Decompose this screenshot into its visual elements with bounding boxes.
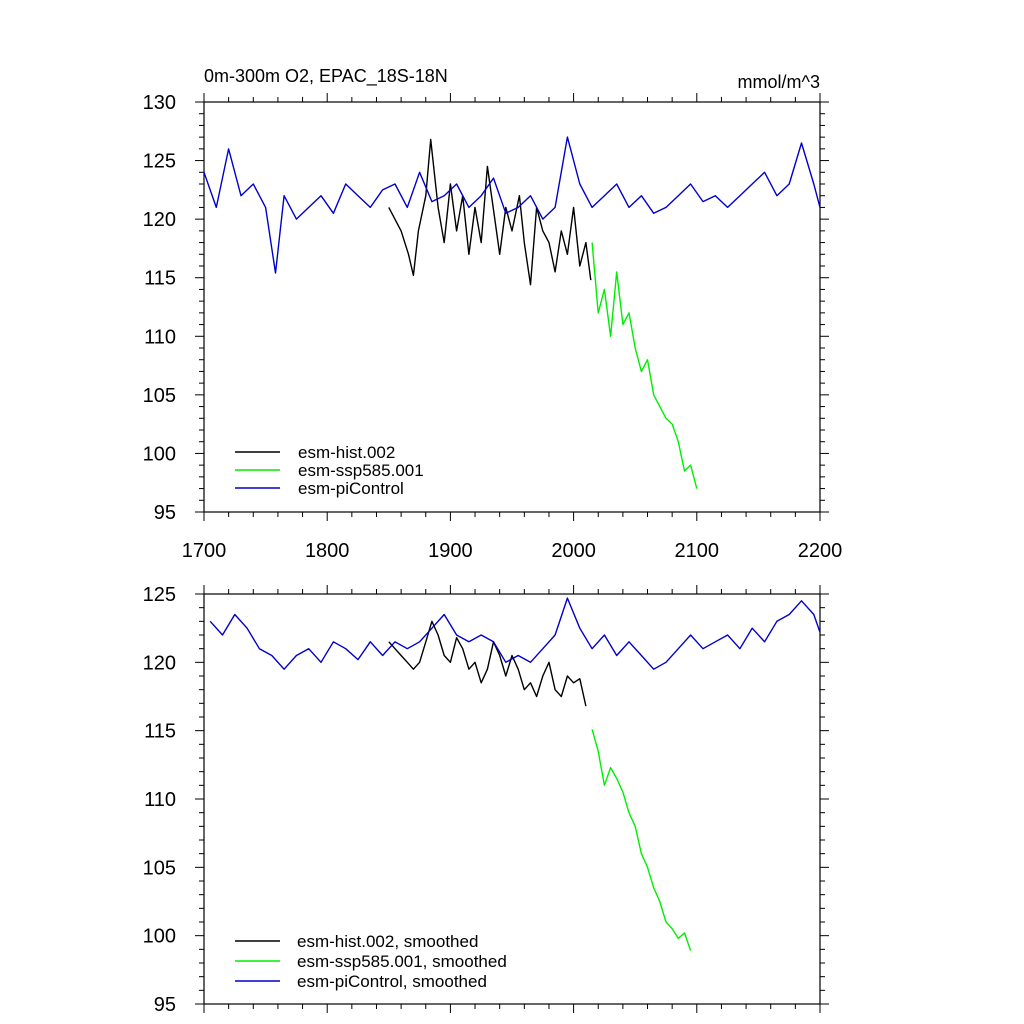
top-y-tick-label: 110 [144,326,176,348]
bottom-series-line-0 [388,620,587,707]
top-legend-label: esm-ssp585.001 [298,461,424,480]
top-x-tick-label: 2200 [798,540,843,562]
top-y-tick-label: 120 [143,209,176,231]
top-chart-panel: 1700 1800 1900 2000 2100 2200 95 100 105 110 115 12… [143,92,843,562]
bottom-y-tick-label: 115 [144,721,176,743]
top-plot-frame [203,101,821,513]
top-x-tick-label: 1900 [428,540,473,562]
bottom-y-tick-label: 105 [143,857,176,879]
bottom-legend-label: esm-hist.002, smoothed [297,932,478,951]
bottom-y-tick-label: 120 [143,652,176,674]
top-x-tick-label: 2000 [551,540,596,562]
top-legend-label: esm-piControl [298,479,404,498]
top-y-tick-label: 125 [143,151,176,173]
bottom-y-tick-label: 110 [144,789,176,811]
bottom-y-tick-label: 125 [143,584,176,606]
bottom-series-line-1 [591,729,692,951]
top-x-tick-label: 1800 [305,540,350,562]
top-chart-units: mmol/m^3 [738,72,820,92]
top-series-line-1 [591,242,698,489]
top-y-tick-label: 100 [143,443,176,465]
top-y-tick-label: 95 [154,502,176,524]
top-y-tick-label: 115 [144,268,176,290]
top-y-tick-label: 130 [143,92,176,114]
bottom-y-tick-label: 95 [154,994,176,1016]
top-x-tick-label: 1700 [182,540,227,562]
bottom-series-line-2 [209,597,821,670]
bottom-legend-label: esm-ssp585.001, smoothed [297,952,507,971]
top-series-line-2 [203,136,821,274]
bottom-legend-label: esm-piControl, smoothed [297,972,487,991]
bottom-chart-panel: 95 100 105 110 115 120 125 esm-hist.002, smooth… [143,584,829,1016]
top-y-tick-label: 105 [143,385,176,407]
top-x-tick-label: 2100 [675,540,720,562]
top-legend-label: esm-hist.002 [298,443,395,462]
bottom-y-tick-label: 100 [143,926,176,948]
top-chart-title: 0m-300m O2, EPAC_18S-18N [204,66,448,87]
top-series-line-0 [388,138,592,286]
